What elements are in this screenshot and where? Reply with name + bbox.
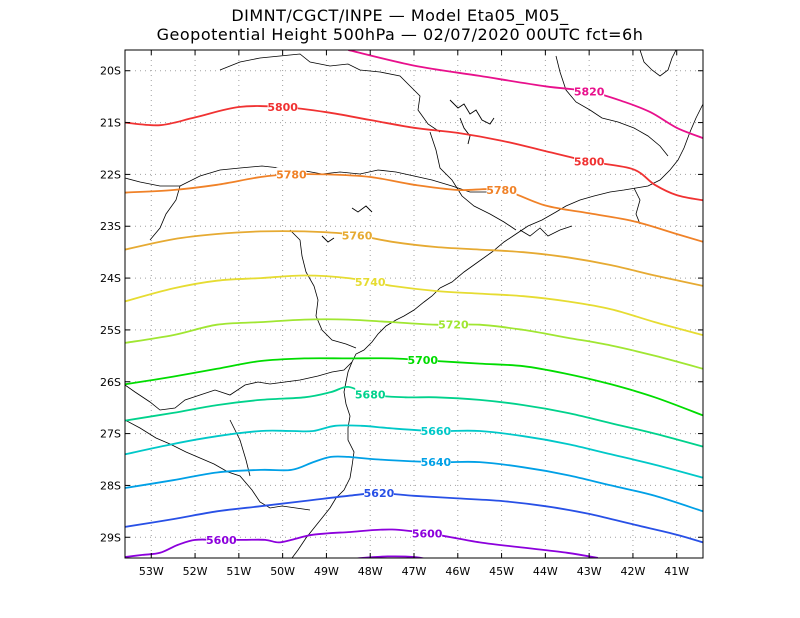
contour-label-bg xyxy=(206,532,237,546)
contour-label-bg xyxy=(420,424,451,437)
y-tick-label: 29S xyxy=(100,531,121,544)
contour-label-bg xyxy=(574,154,605,168)
contour-label: 5760 xyxy=(342,230,373,243)
contour-label-bg xyxy=(412,526,443,540)
map-axes: 53W 52W 51W 50W 49W 48W 47W 46W 45W 44W 43W 42W 41W 2… xyxy=(100,50,703,578)
x-tick-label: 42W xyxy=(621,565,646,578)
x-tick-label: 46W xyxy=(445,565,470,578)
contour-label: 5600 xyxy=(206,534,237,547)
contour-label-bg xyxy=(355,274,386,288)
map-title-line2: Geopotential Height 500hPa — 02/07/2020 … xyxy=(156,25,644,44)
contour-label: 5640 xyxy=(421,456,452,469)
y-tick-label: 22S xyxy=(100,168,121,181)
contour-label-bg xyxy=(420,455,451,469)
contour-line-5720 xyxy=(125,318,703,370)
contour-label-bg xyxy=(342,228,373,242)
contour-line-5780 xyxy=(125,173,703,243)
contour-label: 5780 xyxy=(486,184,517,197)
contour-label-bg xyxy=(407,353,438,367)
contour-label: 5680 xyxy=(355,389,386,402)
contour-label: 5700 xyxy=(407,354,438,367)
contour-line-5640 xyxy=(125,455,703,513)
y-tick-label: 23S xyxy=(100,220,121,233)
map-title-line1: DIMNT/CGCT/INPE — Model Eta05_M05_ xyxy=(231,6,569,25)
contour-label: 5740 xyxy=(355,276,386,289)
y-tick-label: 21S xyxy=(100,117,121,130)
contour-label: 5800 xyxy=(574,155,605,168)
y-tick-label: 24S xyxy=(100,272,121,285)
y-tick-label: 26S xyxy=(100,376,121,389)
contour-label-bg xyxy=(276,167,307,181)
y-tick-label: 28S xyxy=(100,479,121,492)
contour-label-bg xyxy=(486,182,517,196)
contour-label: 5620 xyxy=(364,487,395,500)
contour-label-bg xyxy=(267,100,298,114)
contour-line-5740 xyxy=(125,274,703,336)
contour-lines xyxy=(125,50,703,558)
x-tick-label: 43W xyxy=(577,565,602,578)
map-grid xyxy=(125,50,703,558)
contour-labels: 5820 5800 5800 5780 5780 5760 5740 5720 5700 5680… xyxy=(206,84,605,547)
y-tick-label: 25S xyxy=(100,324,121,337)
x-tick-label: 47W xyxy=(402,565,427,578)
contour-label: 5600 xyxy=(412,528,443,541)
x-tick-label: 48W xyxy=(358,565,383,578)
x-tick-label: 44W xyxy=(533,565,558,578)
x-tick-label: 41W xyxy=(664,565,689,578)
contour-label-bg xyxy=(363,486,394,500)
x-tick-label: 49W xyxy=(314,565,339,578)
x-tick-label: 51W xyxy=(226,565,251,578)
contour-label: 5720 xyxy=(438,319,469,332)
x-tick-label: 50W xyxy=(270,565,295,578)
x-tick-label: 52W xyxy=(183,565,208,578)
contour-label: 5800 xyxy=(267,101,298,114)
y-tick-label: 20S xyxy=(100,65,121,78)
contour-line-5760 xyxy=(125,230,703,287)
contour-label-bg xyxy=(574,84,605,98)
coastline xyxy=(125,50,703,558)
contour-label: 5820 xyxy=(574,85,605,98)
contour-line-5680 xyxy=(125,385,703,448)
contour-line-5800 xyxy=(125,105,703,202)
contour-label: 5660 xyxy=(421,425,452,438)
map-frame xyxy=(124,49,704,559)
reservoir-marks xyxy=(321,99,495,243)
contour-line-5620 xyxy=(125,492,703,544)
contour-line-5600 xyxy=(125,528,599,558)
x-tick-label: 45W xyxy=(489,565,514,578)
contour-line-5660 xyxy=(125,424,703,479)
contour-label: 5780 xyxy=(276,168,307,181)
x-tick-label: 53W xyxy=(139,565,164,578)
contour-label-bg xyxy=(355,387,386,401)
y-tick-label: 27S xyxy=(100,428,121,441)
contour-label-bg xyxy=(438,317,469,331)
